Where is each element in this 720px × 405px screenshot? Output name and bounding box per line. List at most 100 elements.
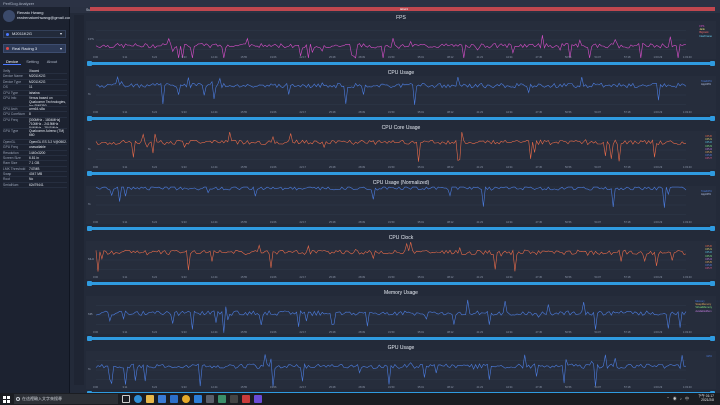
vscode-icon[interactable] — [194, 395, 202, 403]
time-range-slider[interactable] — [87, 336, 715, 341]
file-explorer-icon[interactable] — [146, 395, 154, 403]
windows-start-icon[interactable] — [0, 393, 12, 405]
taskbar-search-input[interactable]: 在這裡輸入文字來搜尋 — [14, 394, 118, 404]
chart-legend: CPU0 CPU1 CPU2 CPU3 CPU4 CPU5 CPU6 CPU7 — [705, 135, 712, 161]
chart-plot[interactable]: % 0:00 3:11 6:22 9:33 12:44 15:55 19:06 22:17 25:… — [86, 186, 716, 224]
info-key: Root — [3, 177, 10, 182]
tab-setting[interactable]: Setting — [26, 59, 39, 64]
series-line — [95, 299, 687, 333]
terminal-icon[interactable] — [230, 395, 238, 403]
app-icon[interactable] — [254, 395, 262, 403]
slider-handle-left[interactable] — [87, 226, 92, 231]
chart-plot[interactable]: % 0:00 3:11 6:22 9:33 12:44 15:55 19:06 22:17 25:… — [86, 131, 716, 169]
x-tick-label: 19:06 — [270, 220, 277, 224]
legend-item[interactable]: CPU4 — [705, 257, 712, 261]
slider-handle-right[interactable] — [710, 281, 715, 286]
taskbar-clock[interactable]: 下午 01:17 2021/2/8 — [698, 394, 714, 402]
legend-item[interactable]: BigJank — [699, 31, 709, 35]
slider-handle-left[interactable] — [87, 61, 92, 66]
info-row: GPU Type Qualcomm Adreno (TM) 660 — [3, 129, 67, 140]
legend-item[interactable]: CPU0 — [705, 245, 712, 248]
legend-item[interactable]: CPU4 — [705, 147, 712, 151]
chart-plot[interactable]: % 0:00 3:11 6:22 9:33 12:44 15:55 19:06 22:17 25:… — [86, 76, 716, 114]
legend-item[interactable]: Jank — [699, 28, 705, 32]
info-value: 1440x3200 — [29, 150, 46, 155]
time-range-slider[interactable] — [87, 226, 715, 231]
mail-icon[interactable] — [170, 395, 178, 403]
chart-plot[interactable]: % 0:00 3:11 6:22 9:33 12:44 15:55 19:06 22:17 25:… — [86, 351, 716, 389]
legend-item[interactable]: CPU7 — [705, 267, 712, 271]
slider-handle-left[interactable] — [87, 171, 92, 176]
tab-about[interactable]: About — [46, 59, 58, 64]
slider-handle-left[interactable] — [87, 336, 92, 341]
legend-item[interactable]: VirtualMemory — [695, 306, 712, 310]
slider-handle-right[interactable] — [710, 61, 715, 66]
system-tray[interactable]: ⌃ ◉ ♪ 中 — [666, 396, 690, 401]
time-range-slider[interactable] — [87, 281, 715, 286]
legend-item[interactable]: CPU1 — [705, 138, 712, 142]
legend-item[interactable]: CPU6 — [705, 154, 712, 158]
app-icon[interactable] — [242, 395, 250, 403]
legend-item[interactable]: CPU0 — [705, 135, 712, 138]
legend-item[interactable]: CPU3 — [705, 254, 712, 258]
legend-item[interactable]: CPU1 — [705, 248, 712, 252]
tab-device[interactable]: Device — [3, 58, 22, 65]
slider-handle-right[interactable] — [710, 226, 715, 231]
x-tick-label: 15:55 — [241, 165, 248, 169]
slider-handle-left[interactable] — [87, 116, 92, 121]
legend-item[interactable]: TotalCPU — [701, 190, 712, 193]
x-tick-label: 41:23 — [477, 275, 484, 279]
legend-item[interactable]: FPS — [699, 25, 705, 28]
chart-title: CPU Usage (Normalized) — [372, 180, 430, 186]
y-axis-label: % — [88, 92, 91, 96]
legend-item[interactable]: CPU2 — [705, 141, 712, 145]
chart-svg: % 0:00 3:11 6:22 9:33 12:44 15:55 19:06 22:17 25:… — [88, 76, 692, 114]
chart-plot[interactable]: FPS 0:00 3:11 6:22 9:33 12:44 15:55 19:06 22:17 2… — [86, 21, 716, 59]
x-tick-label: 1:03:40 — [683, 220, 692, 224]
time-range-slider[interactable] — [87, 116, 715, 121]
legend-item[interactable]: Memory — [695, 300, 705, 303]
info-value: arm64-v8a — [29, 106, 45, 111]
legend-item[interactable]: CPU5 — [705, 261, 712, 265]
slider-handle-right[interactable] — [710, 171, 715, 176]
x-tick-label: 44:34 — [506, 220, 513, 224]
chart-svg: MHz 0:00 3:11 6:22 9:33 12:44 15:55 19:06 22:17 2… — [88, 242, 692, 279]
device-select[interactable]: M2011K2G ▾ — [3, 30, 66, 38]
chrome-icon[interactable] — [182, 395, 190, 403]
app-select[interactable]: Real Racing 3 ▾ — [3, 44, 66, 53]
legend-item[interactable]: AvailableMem — [695, 309, 712, 313]
avatar[interactable] — [3, 10, 15, 22]
edge-icon[interactable] — [134, 395, 142, 403]
x-tick-label: 12:44 — [211, 220, 218, 224]
legend-item[interactable]: GPU — [706, 355, 712, 358]
x-tick-label: 50:56 — [565, 275, 572, 279]
legend-item[interactable]: SwapMemory — [695, 303, 712, 307]
time-range-slider[interactable] — [87, 61, 715, 66]
slider-handle-right[interactable] — [710, 336, 715, 341]
legend-item[interactable]: CPU6 — [705, 264, 712, 268]
legend-item[interactable]: CPU5 — [705, 151, 712, 155]
legend-item[interactable]: TotalCPU — [701, 80, 712, 83]
task-view-icon[interactable] — [122, 395, 130, 403]
x-tick-label: 54:07 — [595, 385, 602, 389]
legend-item[interactable]: CPU2 — [705, 251, 712, 255]
chart-plot[interactable]: MB 0:00 3:11 6:22 9:33 12:44 15:55 19:06 22:17 25… — [86, 296, 716, 334]
slider-handle-left[interactable] — [87, 281, 92, 286]
legend-item[interactable]: InterFrame — [699, 34, 712, 38]
x-tick-label: 41:23 — [477, 55, 484, 59]
legend-item[interactable]: AppCPU — [701, 193, 712, 197]
legend-item[interactable]: AppCPU — [701, 83, 712, 87]
x-tick-label: 38:12 — [447, 275, 454, 279]
chart-plot[interactable]: MHz 0:00 3:11 6:22 9:33 12:44 15:55 19:06 22:17 2… — [86, 241, 716, 279]
slider-handle-right[interactable] — [710, 116, 715, 121]
legend-item[interactable]: CPU7 — [705, 157, 712, 161]
x-tick-label: 50:56 — [565, 110, 572, 114]
store-icon[interactable] — [158, 395, 166, 403]
time-range-slider[interactable] — [87, 171, 715, 176]
x-tick-label: 19:06 — [270, 55, 277, 59]
legend-item[interactable]: CPU3 — [705, 144, 712, 148]
chart-panel: FPS FPS 0:00 3:11 6:22 9:33 12:44 15:55 19:06 22:… — [86, 15, 716, 70]
x-tick-label: 12:44 — [211, 110, 218, 114]
app-icon[interactable] — [206, 395, 214, 403]
perfdog-icon[interactable] — [218, 395, 226, 403]
